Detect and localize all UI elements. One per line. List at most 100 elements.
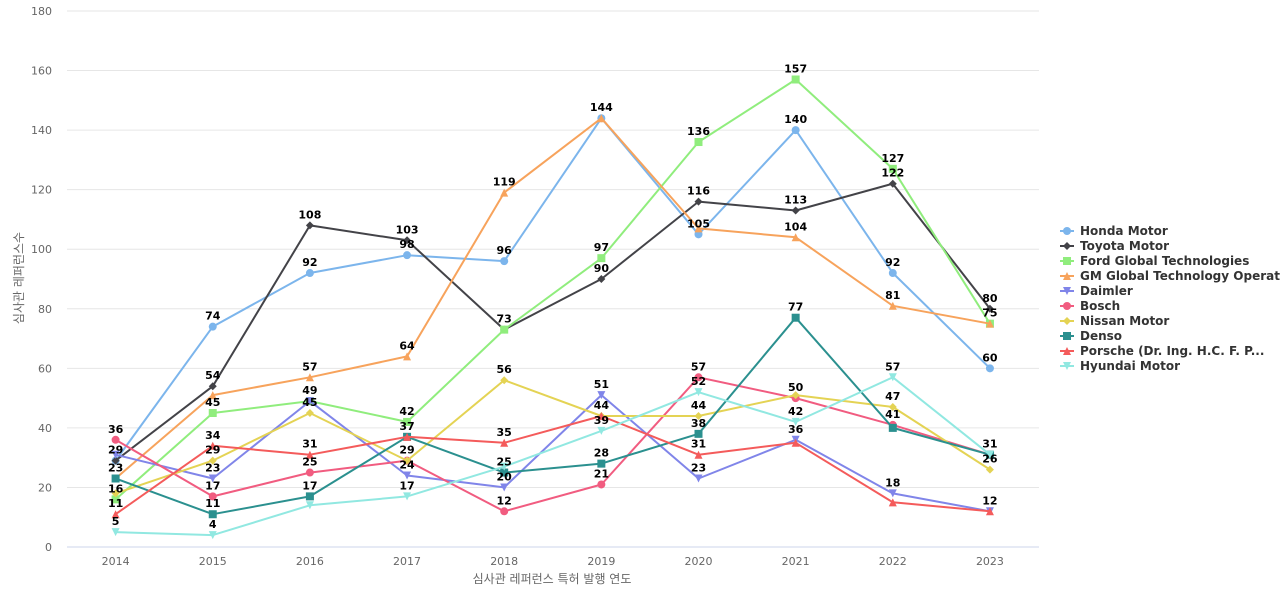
- y-tick-label: 40: [38, 422, 52, 435]
- data-label: 96: [497, 244, 513, 257]
- data-point: [888, 269, 897, 278]
- data-label: 64: [399, 339, 415, 352]
- legend-item[interactable]: Nissan Motor: [1060, 314, 1169, 328]
- legend-item[interactable]: Porsche (Dr. Ing. H.C. F. P...: [1060, 344, 1264, 358]
- data-point: [985, 507, 994, 516]
- series-1: [111, 179, 994, 465]
- legend-label: Nissan Motor: [1080, 314, 1169, 328]
- data-label: 35: [497, 426, 512, 439]
- series-0: [111, 114, 994, 465]
- data-label: 81: [885, 289, 900, 302]
- data-label: 24: [399, 459, 415, 472]
- series-line: [114, 117, 991, 480]
- data-label: 21: [594, 467, 609, 480]
- data-point: [597, 426, 606, 435]
- x-axis-title: 심사관 레퍼런스 특허 발행 연도: [473, 571, 632, 586]
- data-point: [403, 236, 412, 245]
- data-point: [500, 468, 509, 477]
- data-point: [791, 233, 800, 242]
- data-label: 44: [691, 399, 707, 412]
- legend-marker: [1063, 287, 1071, 295]
- y-tick-label: 0: [45, 541, 52, 554]
- data-label: 31: [691, 438, 706, 451]
- series-line: [115, 376, 991, 513]
- data-label: 36: [108, 423, 124, 436]
- legend-label: GM Global Technology Operat...: [1080, 269, 1280, 283]
- data-point: [305, 492, 314, 501]
- legend-item[interactable]: GM Global Technology Operat...: [1060, 269, 1280, 283]
- data-label: 92: [885, 256, 900, 269]
- data-point: [305, 221, 314, 230]
- data-label: 127: [881, 152, 904, 165]
- data-label: 73: [497, 313, 512, 326]
- data-label: 29: [205, 444, 220, 457]
- data-point: [403, 432, 412, 441]
- data-point: [985, 364, 994, 373]
- data-point: [208, 492, 217, 501]
- legend-item[interactable]: Honda Motor: [1060, 224, 1168, 238]
- data-label: 38: [691, 417, 706, 430]
- data-point: [208, 510, 217, 519]
- data-point: [791, 75, 800, 84]
- data-point: [208, 474, 217, 483]
- data-point: [111, 489, 120, 498]
- data-label: 44: [594, 399, 610, 412]
- legend-label: Denso: [1080, 329, 1122, 343]
- legend-item[interactable]: Daimler: [1060, 284, 1133, 298]
- legend-item[interactable]: Bosch: [1060, 299, 1120, 313]
- series-line: [114, 117, 991, 462]
- data-point: [985, 319, 994, 328]
- data-point: [305, 468, 314, 477]
- legend-label: Daimler: [1080, 284, 1133, 298]
- data-point: [888, 164, 897, 173]
- series-7: [111, 313, 994, 519]
- legend-item[interactable]: Hyundai Motor: [1060, 359, 1180, 373]
- legend-label: Porsche (Dr. Ing. H.C. F. P...: [1080, 344, 1264, 358]
- data-point: [403, 456, 412, 465]
- data-label: 108: [298, 208, 321, 221]
- data-label: 42: [399, 405, 414, 418]
- data-label: 31: [302, 438, 317, 451]
- legend-label: Hyundai Motor: [1080, 359, 1180, 373]
- data-label: 49: [302, 384, 317, 397]
- series-line: [114, 78, 991, 501]
- series-line: [114, 182, 991, 462]
- data-label: 26: [982, 453, 998, 466]
- legend-item[interactable]: Denso: [1060, 329, 1122, 343]
- data-point: [985, 450, 994, 459]
- data-point: [208, 456, 217, 465]
- series-line: [115, 316, 991, 516]
- legend-label: Bosch: [1080, 299, 1120, 313]
- data-label: 77: [788, 301, 803, 314]
- data-label: 104: [784, 220, 807, 233]
- data-point: [694, 388, 703, 397]
- legend-marker: [1063, 272, 1071, 280]
- y-tick-label: 80: [38, 303, 52, 316]
- data-label: 103: [396, 223, 419, 236]
- data-point: [985, 304, 994, 313]
- data-label: 23: [205, 462, 220, 475]
- data-label: 54: [205, 369, 221, 382]
- series-line: [115, 376, 991, 537]
- data-label: 25: [497, 456, 512, 469]
- data-label: 50: [788, 381, 804, 394]
- y-tick-label: 160: [31, 65, 52, 78]
- data-point: [694, 429, 703, 438]
- data-point: [111, 456, 120, 465]
- data-point: [208, 382, 217, 391]
- legend-marker: [1063, 302, 1071, 310]
- y-tick-label: 20: [38, 481, 52, 494]
- data-label: 11: [205, 497, 220, 510]
- y-axis-tick-labels: 0 20 40 60 80 100 120 140 160 180: [31, 5, 52, 554]
- data-label: 23: [108, 462, 123, 475]
- legend-item[interactable]: Ford Global Technologies: [1060, 254, 1249, 268]
- data-label: 41: [885, 408, 900, 421]
- data-point: [403, 471, 412, 480]
- data-label: 57: [885, 360, 900, 373]
- legend-label: Ford Global Technologies: [1080, 254, 1249, 268]
- data-label: 28: [594, 447, 609, 460]
- legend-item[interactable]: Toyota Motor: [1060, 239, 1169, 253]
- data-label: 116: [687, 185, 710, 198]
